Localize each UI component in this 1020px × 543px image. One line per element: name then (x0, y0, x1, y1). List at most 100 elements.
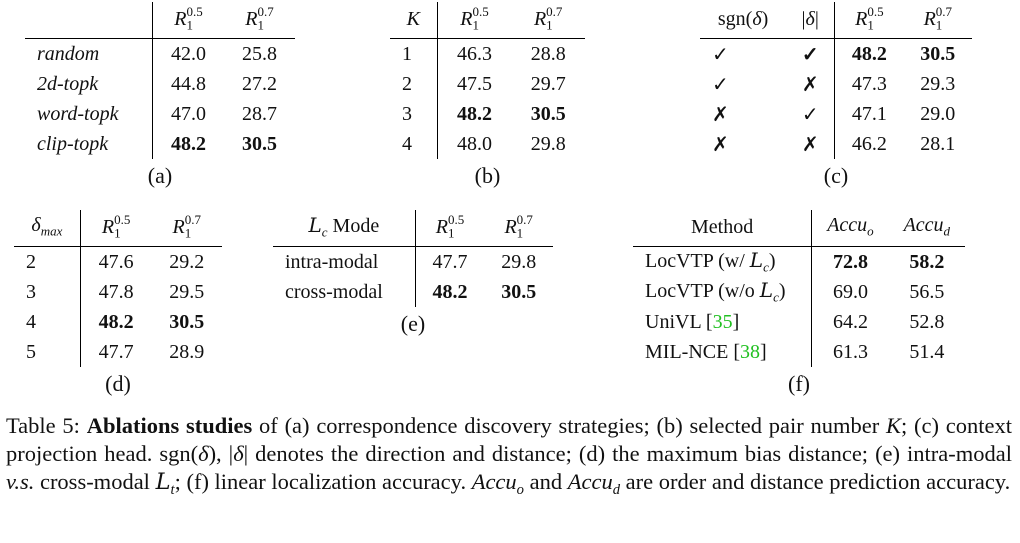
header-cell: Lc Mode (273, 210, 416, 247)
row: LocVTP (w/o Lc) 69.0 56.5 (633, 277, 965, 307)
text: 29.2 (169, 250, 205, 273)
text: 0.7 (935, 4, 953, 20)
text: 47.8 (98, 280, 134, 303)
text: 1 (546, 17, 553, 33)
cell: 3 (14, 277, 81, 307)
text: ) (761, 7, 769, 30)
header-cell: R10.5 (415, 210, 485, 247)
text: δ (198, 441, 209, 466)
text: 48.2 (432, 280, 468, 303)
text: 25.8 (242, 42, 278, 65)
cell: 28.1 (904, 129, 972, 159)
cell: ✓ (700, 39, 786, 70)
header-cell: R10.7 (903, 2, 972, 39)
text: 47.7 (98, 340, 134, 363)
header-cell: R10.7 (511, 2, 585, 39)
text: R (504, 216, 517, 239)
text: (b) (474, 163, 501, 188)
text: (c) (823, 163, 849, 188)
text: clip-topk (37, 132, 109, 155)
cell: 1 (390, 38, 438, 69)
table-block: sgn(δ) |δ| R10.5 R10.7 ✓ ✓ 48.2 30.5 ✓ ✗ 47.3 29.3 ✗… (700, 2, 972, 189)
cell: cross-modal (273, 277, 416, 307)
text: 47.6 (98, 250, 134, 273)
cell: 64.2 (812, 307, 889, 337)
cell: 46.3 (437, 39, 511, 70)
text: 4 (402, 132, 412, 155)
text: Accu (827, 214, 868, 237)
row: 3 48.2 30.5 (390, 99, 585, 129)
text: 3 (26, 280, 36, 303)
header-row: K R10.5 R10.7 (390, 2, 585, 39)
table-label: (b) (390, 163, 585, 189)
text: 47.0 (171, 102, 206, 125)
cell: 44.8 (152, 69, 224, 99)
cell: 29.2 (151, 247, 222, 278)
text: 29.8 (530, 132, 566, 155)
cell: 30.5 (904, 39, 972, 70)
text: 0.5 (472, 4, 489, 20)
table-label: (d) (14, 371, 222, 397)
text: (f) (788, 371, 810, 396)
table-label: (e) (273, 311, 553, 337)
cell: ✓ (786, 38, 836, 69)
cell: 51.4 (889, 337, 965, 367)
text: d (612, 482, 621, 499)
table-label: (a) (25, 163, 295, 189)
text: ] (732, 310, 740, 333)
text: 35 (712, 310, 733, 333)
text: UniVL [ (645, 310, 713, 333)
text: 42.0 (171, 42, 206, 65)
table-block: Method Accuo Accud LocVTP (w/ Lc) 72.8 58.2 Lo… (633, 210, 965, 397)
text: L (749, 248, 764, 273)
cell: 58.2 (889, 247, 965, 278)
cell: LocVTP (w/ Lc) (633, 246, 813, 277)
cell: ✗ (700, 129, 786, 159)
row: 2 47.5 29.7 (390, 69, 585, 99)
header-cell: sgn(δ) (700, 2, 787, 39)
row: intra-modal 47.7 29.8 (273, 246, 553, 278)
header-cell: R10.5 (152, 2, 225, 39)
text: 1 (935, 17, 943, 33)
text: Method (691, 215, 754, 238)
cell: 4 (390, 129, 438, 159)
cell: 47.5 (437, 69, 511, 99)
header-cell: K (390, 2, 438, 39)
text: 30.5 (169, 310, 205, 333)
cell: 29.8 (484, 247, 553, 278)
text: 0.5 (186, 4, 203, 20)
cell: 29.7 (511, 69, 585, 99)
cell: ✗ (786, 129, 836, 159)
text: (e) (400, 311, 426, 336)
cell: 29.3 (904, 69, 972, 99)
cell: 28.9 (151, 337, 222, 367)
text: R (533, 8, 547, 31)
row: 3 47.8 29.5 (14, 277, 222, 307)
cell: 2 (390, 69, 438, 99)
text: 48.2 (457, 102, 493, 125)
text: ✗ (712, 133, 729, 156)
text: 3 (402, 102, 412, 125)
cell: 30.5 (151, 307, 222, 337)
text: 1 (402, 42, 412, 65)
text: 2 (402, 72, 412, 95)
cell: 27.2 (224, 69, 295, 99)
cell: 47.7 (415, 247, 484, 278)
header-cell: δmax (14, 210, 81, 247)
cell: 29.8 (511, 129, 585, 159)
text: 2d-topk (37, 72, 99, 95)
text: ✗ (712, 103, 729, 126)
cell: LocVTP (w/o Lc) (633, 277, 813, 307)
row: MIL-NCE [38] 61.3 51.4 (633, 337, 965, 367)
text: 1 (472, 17, 480, 33)
text: 5 (26, 340, 36, 363)
text: ) (768, 250, 776, 273)
text: R (101, 216, 115, 239)
text: 1 (114, 225, 121, 241)
text: δ (233, 441, 244, 466)
table: Method Accuo Accud LocVTP (w/ Lc) 72.8 58.2 Lo… (633, 210, 965, 367)
row: 5 47.7 28.9 (14, 337, 222, 367)
cell: 29.0 (904, 99, 972, 129)
text: 0.5 (867, 4, 884, 20)
